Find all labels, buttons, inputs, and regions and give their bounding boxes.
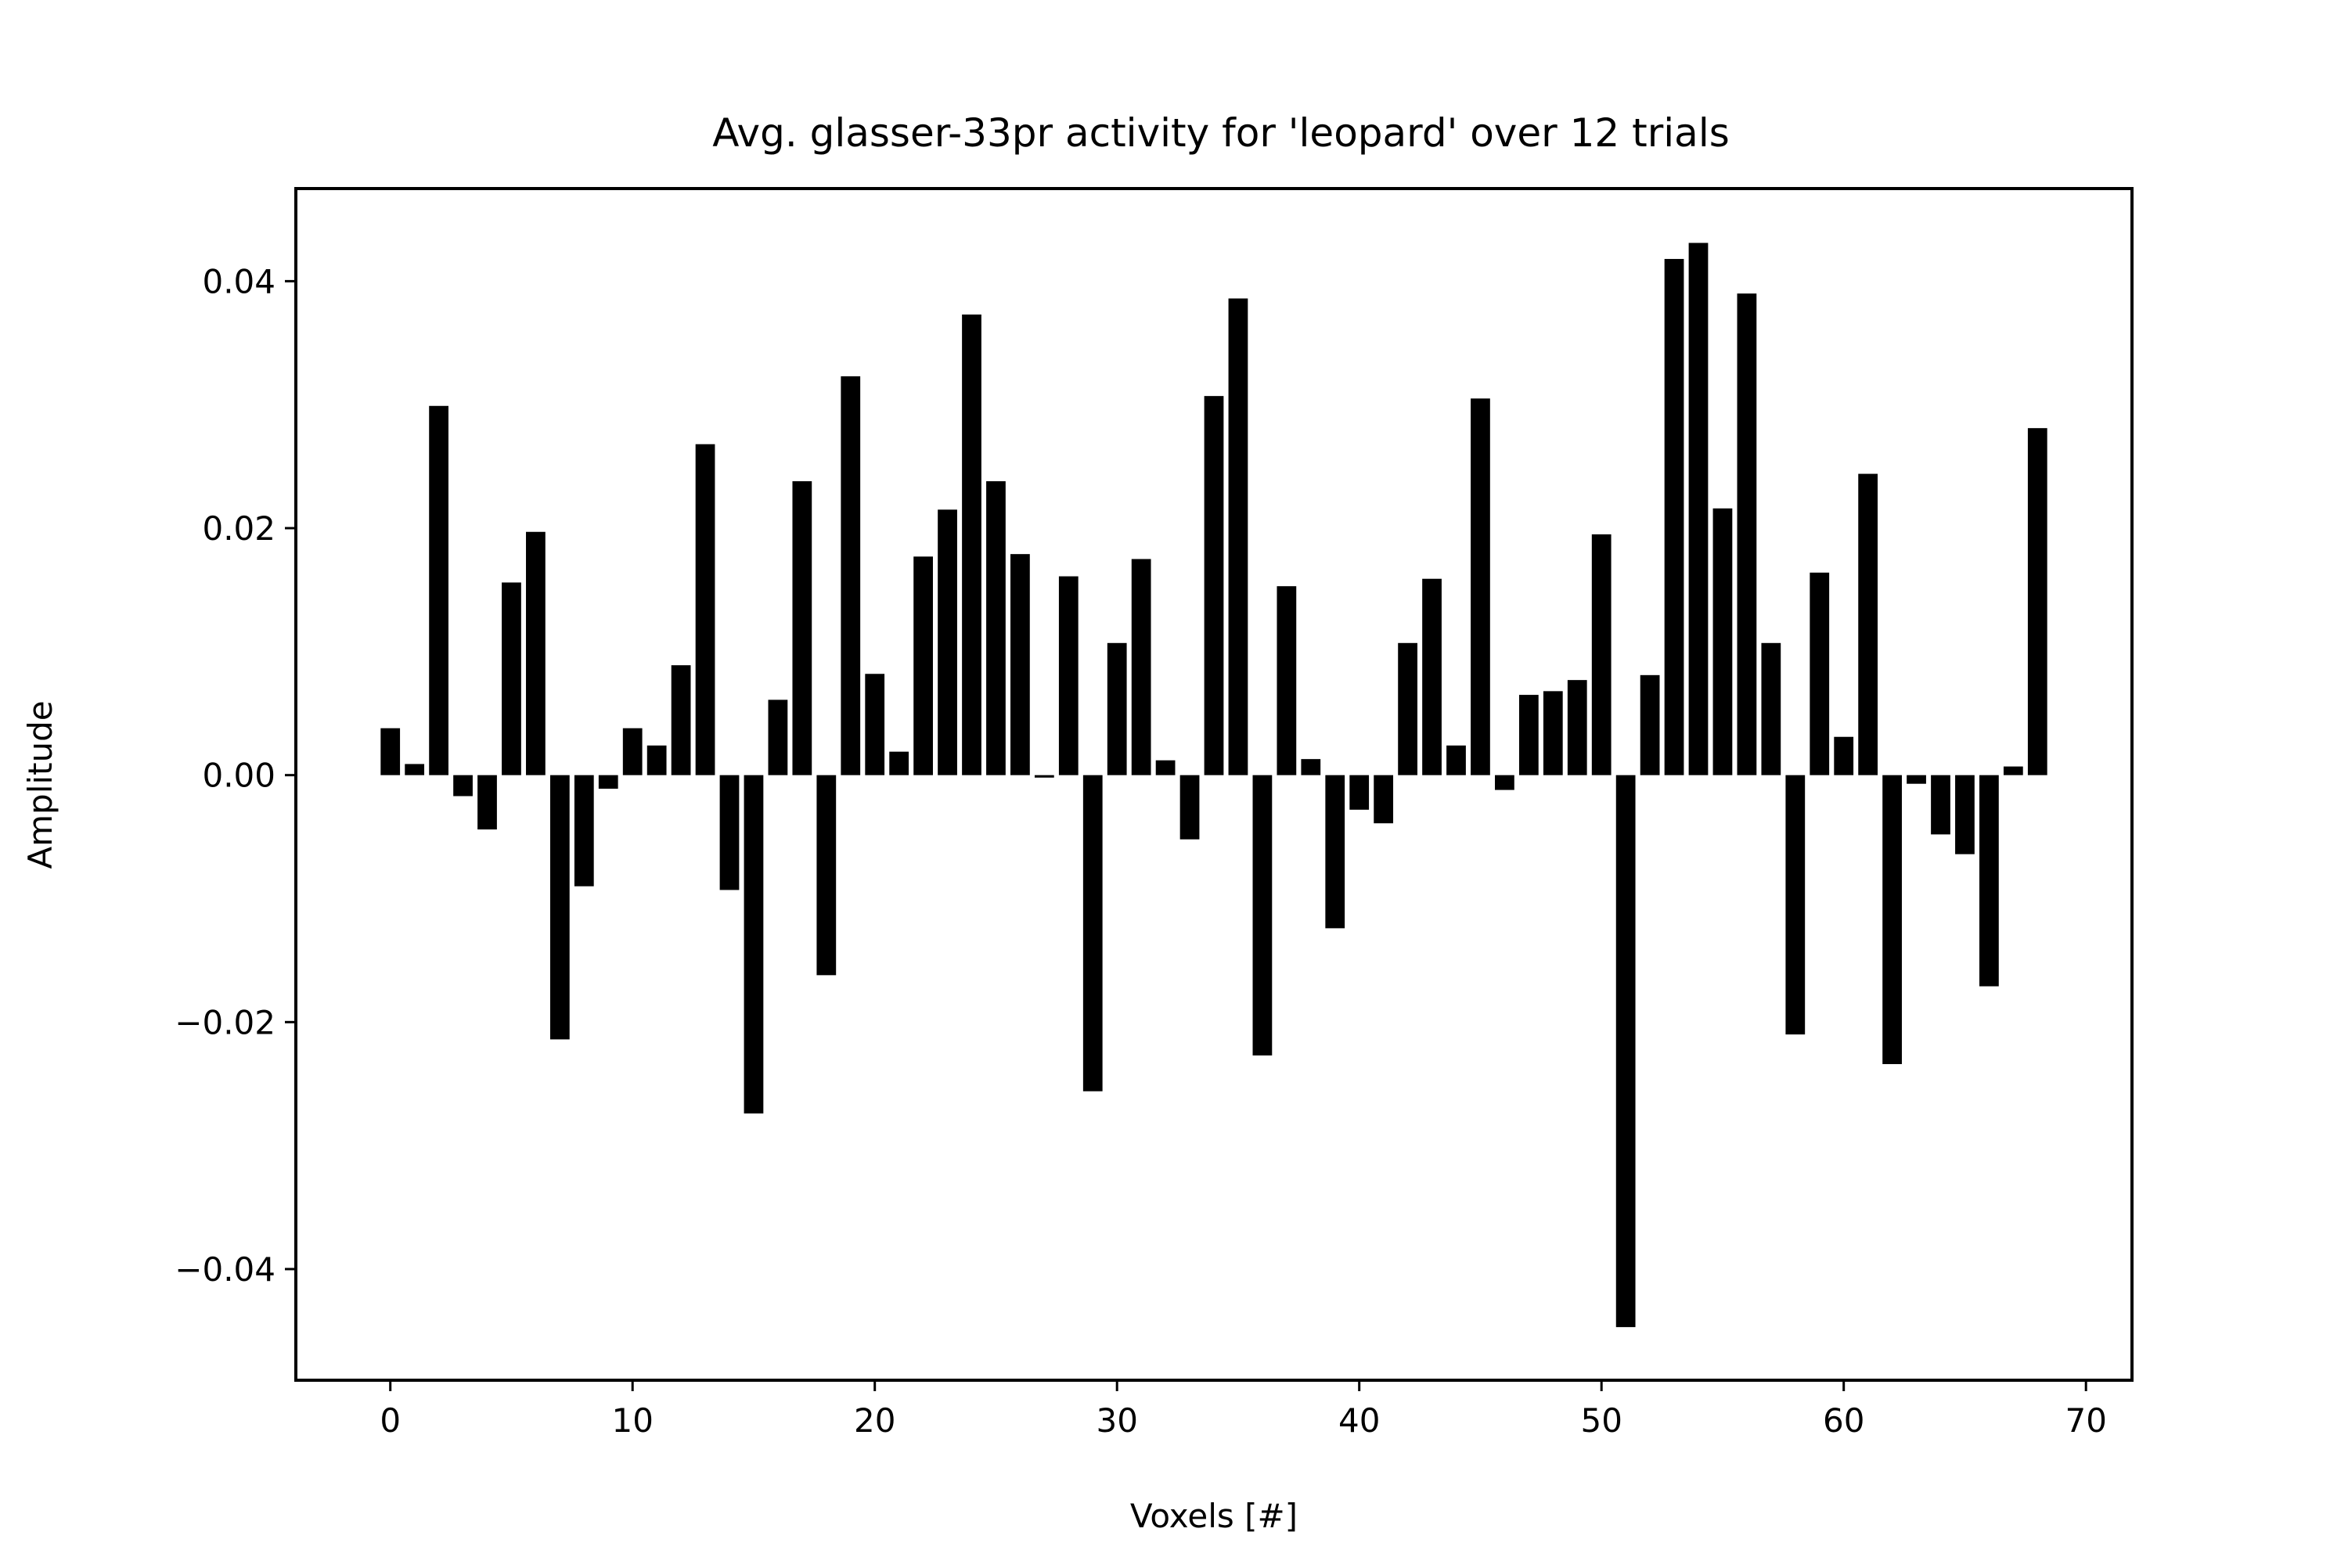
bar-19 — [841, 376, 861, 775]
bar-60 — [1834, 736, 1854, 775]
bar-29 — [1082, 775, 1103, 1091]
bar-13 — [695, 444, 715, 775]
bar-65 — [1955, 775, 1975, 854]
x-tick-label: 50 — [1580, 1401, 1622, 1440]
bar-67 — [2003, 766, 2023, 775]
bar-25 — [986, 481, 1006, 775]
bar-8 — [574, 775, 594, 886]
bar-49 — [1567, 680, 1587, 775]
chart-title: Avg. glasser-33pr activity for 'leopard'… — [712, 110, 1730, 156]
bar-59 — [1810, 572, 1830, 775]
bar-40 — [1349, 775, 1370, 810]
bar-28 — [1058, 576, 1079, 775]
bar-62 — [1882, 775, 1902, 1064]
bar-27 — [1034, 775, 1054, 778]
bar-54 — [1688, 243, 1709, 775]
bar-52 — [1640, 674, 1660, 775]
bar-21 — [889, 751, 909, 775]
bar-57 — [1761, 642, 1781, 775]
bar-33 — [1179, 775, 1200, 840]
bar-3 — [453, 775, 473, 797]
bar-53 — [1664, 258, 1684, 775]
y-ticks: −0.04 −0.02 0.00 0.02 0.04 — [175, 262, 296, 1289]
x-tick-label: 40 — [1338, 1401, 1380, 1440]
bar-14 — [719, 775, 740, 890]
bar-20 — [865, 674, 885, 775]
bar-56 — [1737, 293, 1757, 775]
bar-24 — [962, 314, 981, 775]
x-axis-label: Voxels [#] — [1130, 1497, 1298, 1535]
bar-45 — [1471, 398, 1490, 775]
bar-39 — [1325, 775, 1345, 929]
bar-1 — [405, 764, 425, 775]
plot-frame — [294, 187, 2134, 1382]
bar-26 — [1010, 554, 1030, 775]
bar-38 — [1301, 759, 1321, 775]
x-tick-label: 10 — [611, 1401, 653, 1440]
y-tick-label: 0.00 — [202, 757, 275, 795]
bar-41 — [1374, 775, 1394, 824]
bar-31 — [1131, 559, 1151, 775]
bar-0 — [380, 728, 401, 775]
bar-46 — [1495, 775, 1514, 790]
bar-37 — [1277, 586, 1297, 775]
bar-66 — [1979, 775, 1999, 987]
bar-32 — [1155, 760, 1176, 775]
bar-18 — [816, 775, 837, 976]
bar-7 — [549, 775, 570, 1040]
bar-30 — [1107, 642, 1127, 775]
bar-51 — [1615, 775, 1636, 1328]
bar-42 — [1398, 642, 1417, 775]
bar-47 — [1518, 695, 1539, 775]
bar-15 — [744, 775, 764, 1114]
bar-16 — [768, 699, 788, 775]
bar-6 — [526, 531, 546, 775]
bar-11 — [646, 745, 667, 775]
bar-2 — [429, 405, 448, 775]
y-tick-label: −0.04 — [175, 1250, 275, 1289]
bar-44 — [1446, 745, 1466, 775]
y-tick-label: 0.04 — [202, 262, 275, 300]
y-axis-label: Amplitude — [21, 700, 59, 869]
bar-48 — [1543, 691, 1563, 775]
bar-22 — [913, 556, 933, 775]
bar-43 — [1422, 578, 1442, 775]
bar-12 — [671, 665, 691, 775]
x-tick-label: 30 — [1096, 1401, 1137, 1440]
x-tick-label: 60 — [1823, 1401, 1864, 1440]
bar-23 — [938, 509, 957, 775]
bar-64 — [1931, 775, 1950, 835]
bar-50 — [1591, 534, 1612, 775]
x-tick-label: 70 — [2065, 1401, 2106, 1440]
y-tick-label: −0.02 — [175, 1003, 275, 1041]
x-tick-label: 0 — [380, 1401, 401, 1440]
bar-17 — [792, 481, 812, 775]
bar-68 — [2027, 428, 2047, 775]
bar-61 — [1858, 473, 1878, 775]
bar-63 — [1907, 775, 1926, 784]
bar-36 — [1252, 775, 1273, 1056]
bar-10 — [622, 728, 643, 775]
bars-layer — [380, 243, 2047, 1328]
bar-58 — [1785, 775, 1806, 1035]
bar-4 — [477, 775, 497, 830]
bar-5 — [502, 582, 521, 775]
bar-34 — [1204, 396, 1224, 775]
bar-35 — [1228, 298, 1248, 775]
bar-55 — [1712, 508, 1733, 775]
x-tick-label: 20 — [854, 1401, 895, 1440]
y-tick-label: 0.02 — [202, 509, 275, 548]
x-ticks: 0 10 20 30 40 50 60 70 — [380, 1380, 2107, 1440]
bar-9 — [598, 775, 618, 789]
